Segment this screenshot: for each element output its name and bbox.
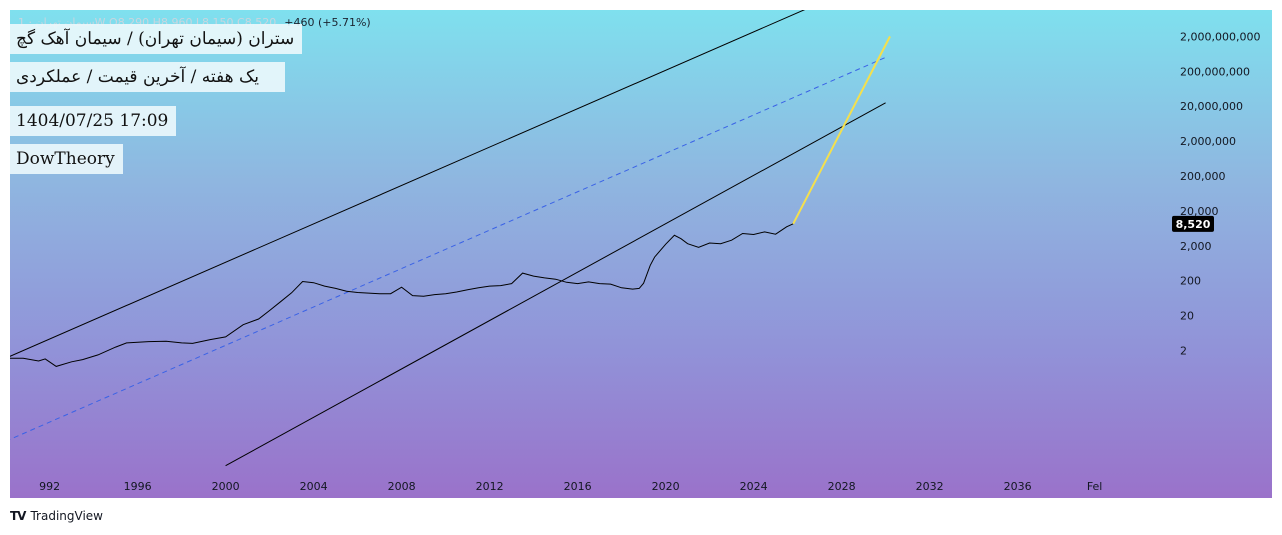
x-axis: 992 1996 2000 2004 2008 2012 2016 2020 2024 2028 2… (39, 480, 1102, 493)
price-chart[interactable]: 20,000,000,0002,000,000,000200,000,00020… (10, 10, 1272, 498)
y-tick-label: 20 (1180, 310, 1194, 323)
y-tick-label: 2 (1180, 344, 1187, 357)
y-tick-label: 200,000 (1180, 170, 1226, 183)
chart-area[interactable]: 20,000,000,0002,000,000,000200,000,00020… (10, 10, 1272, 498)
chart-subtitle: یک هفته / آخرین قیمت / عملکردی (10, 62, 285, 92)
last-price-badge (1172, 215, 1214, 232)
tradingview-brand[interactable]: TV TradingView (10, 509, 103, 523)
tradingview-logo-icon: TV (10, 509, 27, 523)
y-axis: 20,000,000,0002,000,000,000200,000,00020… (1180, 30, 1260, 357)
y-tick-label: 20,000,000 (1180, 100, 1243, 113)
y-tick-label: 2,000,000,000 (1180, 30, 1260, 43)
x-tick-label: 2020 (652, 480, 680, 493)
projection-line (792, 35, 891, 225)
y-tick-label: 20,000 (1180, 205, 1219, 218)
y-tick-label: 2,000,000 (1180, 135, 1236, 148)
x-tick-label: 1996 (124, 480, 152, 493)
y-tick-label: 200 (1180, 275, 1201, 288)
channel-upper-line (10, 10, 806, 357)
price-line-0 (10, 223, 794, 367)
projection-segment (792, 35, 891, 225)
y-tick-label: 2,000 (1180, 240, 1212, 253)
x-tick-label: 2000 (212, 480, 240, 493)
channel-mid-line (10, 56, 886, 440)
brand-name: TradingView (30, 509, 103, 523)
x-tick-label: 2032 (916, 480, 944, 493)
x-tick-label: 2008 (388, 480, 416, 493)
last-price-marker: 8,520 (1172, 215, 1214, 232)
x-tick-label: 2004 (300, 480, 328, 493)
chart-datetime: 1404/07/25 17:09 (10, 106, 177, 136)
channel-lower-line (225, 102, 886, 467)
change-value: +460 (+5.71%) (284, 16, 371, 29)
x-tick-label: 2028 (828, 480, 856, 493)
channel-lines (10, 10, 886, 467)
x-tick-label: 2024 (740, 480, 768, 493)
x-tick-label: 992 (39, 480, 60, 493)
last-price-label: 8,520 (1176, 218, 1211, 231)
chart-title: ستران (سیمان تهران) / سیمان آهک گچ (10, 24, 303, 54)
price-series (10, 223, 794, 367)
x-tick-label: 2036 (1004, 480, 1032, 493)
y-tick-label: 200,000,000 (1180, 65, 1250, 78)
x-tick-label: Fel (1087, 480, 1103, 493)
x-tick-label: 2012 (476, 480, 504, 493)
chart-author: DowTheory (10, 144, 123, 174)
x-tick-label: 2016 (564, 480, 592, 493)
